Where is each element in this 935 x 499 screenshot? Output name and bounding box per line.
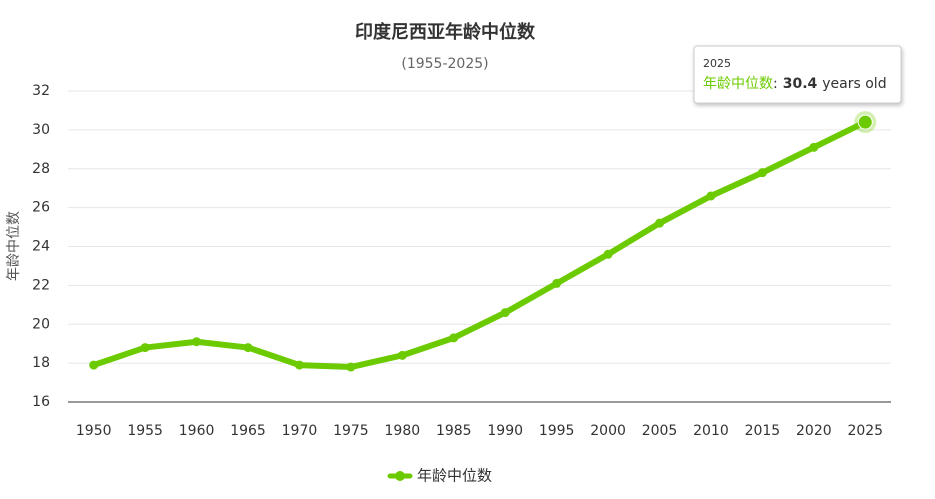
tooltip: 2025 年龄中位数: 30.4 years old (693, 45, 902, 104)
data-point (192, 337, 202, 347)
x-tick-label: 1975 (333, 423, 369, 439)
tooltip-value: 30.4 (783, 76, 818, 92)
data-point (857, 114, 873, 130)
chart-title: 印度尼西亚年龄中位数 (355, 21, 536, 43)
data-point (706, 191, 716, 201)
data-point (449, 333, 459, 343)
y-tick-label: 26 (32, 200, 50, 216)
x-tick-label: 1985 (436, 423, 472, 439)
x-tick-label: 1980 (385, 423, 421, 439)
data-point (89, 360, 99, 370)
data-point (140, 343, 150, 353)
x-tick-label: 1970 (282, 423, 318, 439)
y-tick-label: 18 (32, 355, 50, 371)
x-tick-label: 1995 (539, 423, 575, 439)
data-point (603, 249, 613, 259)
y-tick-label: 20 (32, 316, 50, 332)
tooltip-box (693, 45, 902, 104)
tooltip-suffix: years old (822, 76, 886, 92)
tooltip-series-name: 年龄中位数 (703, 76, 773, 92)
x-tick-label: 2025 (847, 423, 883, 439)
data-point (397, 350, 407, 360)
x-tick-label: 2000 (590, 423, 626, 439)
data-point (500, 308, 510, 318)
data-point (294, 360, 304, 370)
tooltip-separator: : (773, 76, 778, 92)
x-tick-label: 1955 (127, 423, 163, 439)
tooltip-body: 年龄中位数: 30.4 years old (703, 76, 887, 92)
x-tick-label: 2005 (642, 423, 678, 439)
legend-label: 年龄中位数 (417, 467, 492, 485)
tooltip-header: 2025 (703, 57, 731, 70)
series-line (90, 119, 869, 371)
x-tick-label: 2020 (796, 423, 832, 439)
data-point (346, 362, 356, 372)
data-point (552, 278, 562, 288)
x-tick-label: 1990 (487, 423, 523, 439)
y-tick-label: 22 (32, 277, 50, 293)
y-tick-label: 16 (32, 394, 50, 410)
data-point (809, 142, 819, 152)
x-tick-label: 2015 (745, 423, 781, 439)
y-tick-label: 32 (32, 83, 50, 99)
x-tick-label: 1965 (230, 423, 266, 439)
chart-subtitle: (1955-2025) (401, 56, 488, 72)
data-point (243, 343, 253, 353)
y-tick-label: 24 (32, 239, 50, 255)
x-tick-label: 2010 (693, 423, 729, 439)
data-point (655, 218, 665, 228)
y-tick-label: 28 (32, 161, 50, 177)
legend-symbol (395, 471, 405, 481)
y-axis-label: 年龄中位数 (6, 211, 22, 281)
y-tick-label: 30 (32, 122, 50, 138)
x-tick-label: 1960 (179, 423, 215, 439)
x-tick-label: 1950 (76, 423, 112, 439)
data-point (757, 168, 767, 178)
